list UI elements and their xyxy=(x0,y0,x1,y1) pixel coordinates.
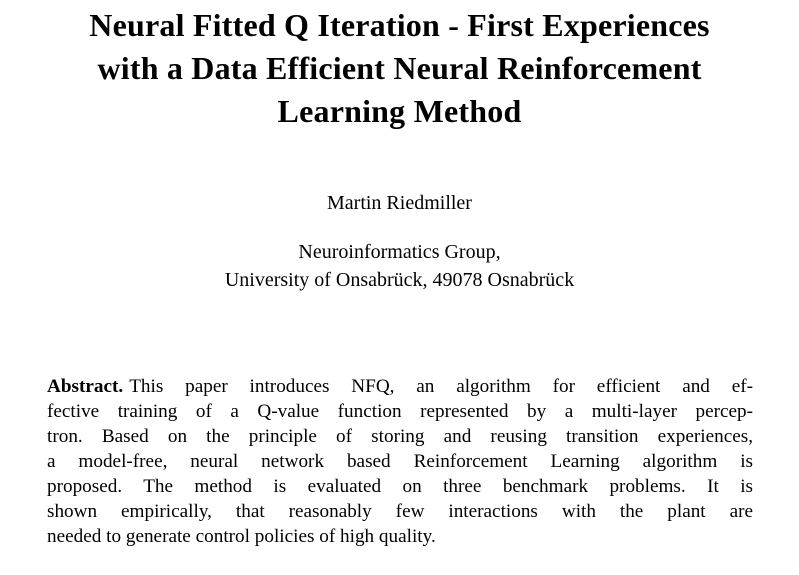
title-line-2: with a Data Efficient Neural Reinforceme… xyxy=(97,50,702,86)
abstract-line-3: tron. Based on the principle of storing … xyxy=(47,426,753,447)
author-name: Martin Riedmiller xyxy=(327,192,472,214)
abstract: Abstract. This paper introduces NFQ, an a… xyxy=(47,374,753,549)
paper-title: Neural Fitted Q Iteration - First Experi… xyxy=(0,4,799,133)
affiliation: Neuroinformatics Group, University of On… xyxy=(0,238,799,294)
abstract-line-7: needed to generate control policies of h… xyxy=(47,526,436,547)
title-line-3: Learning Method xyxy=(277,93,522,129)
abstract-line-4: a model-free, neural network based Reinf… xyxy=(47,451,753,472)
abstract-line-6: shown empirically, that reasonably few i… xyxy=(47,501,753,522)
abstract-line-2: fective training of a Q-value function r… xyxy=(47,401,753,422)
abstract-label: Abstract. xyxy=(47,376,124,397)
title-line-1: Neural Fitted Q Iteration - First Experi… xyxy=(89,7,710,43)
affiliation-line-2: University of Onsabrück, 49078 Osnabrück xyxy=(224,269,575,291)
abstract-text-1: This paper introduces NFQ, an algorithm … xyxy=(129,376,753,397)
affiliation-line-1: Neuroinformatics Group, xyxy=(298,241,501,263)
abstract-line-5: proposed. The method is evaluated on thr… xyxy=(47,476,753,497)
abstract-line-1: Abstract. This paper introduces NFQ, an a… xyxy=(47,374,753,399)
